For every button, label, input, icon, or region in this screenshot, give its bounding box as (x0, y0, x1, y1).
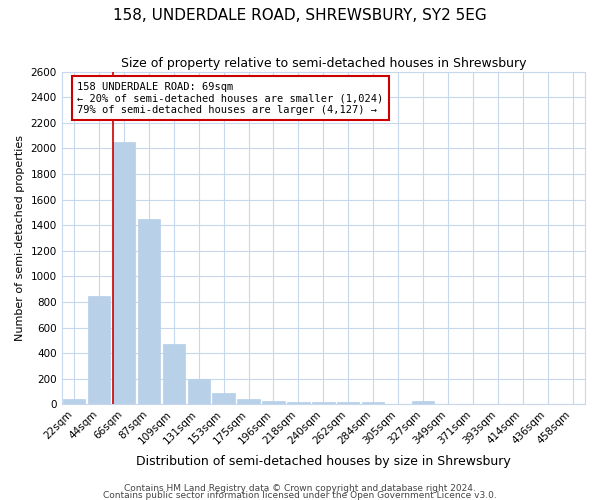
Text: 158, UNDERDALE ROAD, SHREWSBURY, SY2 5EG: 158, UNDERDALE ROAD, SHREWSBURY, SY2 5EG (113, 8, 487, 22)
Bar (238, 398, 260, 404)
Bar (188, 379, 210, 404)
Text: Contains public sector information licensed under the Open Government Licence v3: Contains public sector information licen… (103, 490, 497, 500)
Bar (212, 393, 235, 404)
Text: Contains HM Land Registry data © Crown copyright and database right 2024.: Contains HM Land Registry data © Crown c… (124, 484, 476, 493)
Bar (262, 400, 285, 404)
Title: Size of property relative to semi-detached houses in Shrewsbury: Size of property relative to semi-detach… (121, 58, 526, 70)
Bar (63, 400, 85, 404)
Bar (163, 344, 185, 405)
Bar (137, 219, 160, 404)
Bar (362, 402, 385, 404)
Y-axis label: Number of semi-detached properties: Number of semi-detached properties (15, 135, 25, 341)
Bar (113, 142, 135, 405)
Bar (88, 296, 110, 405)
Bar (412, 401, 434, 404)
X-axis label: Distribution of semi-detached houses by size in Shrewsbury: Distribution of semi-detached houses by … (136, 454, 511, 468)
Bar (312, 402, 335, 404)
Bar (337, 402, 359, 404)
Bar (287, 402, 310, 404)
Text: 158 UNDERDALE ROAD: 69sqm
← 20% of semi-detached houses are smaller (1,024)
79% : 158 UNDERDALE ROAD: 69sqm ← 20% of semi-… (77, 82, 383, 115)
